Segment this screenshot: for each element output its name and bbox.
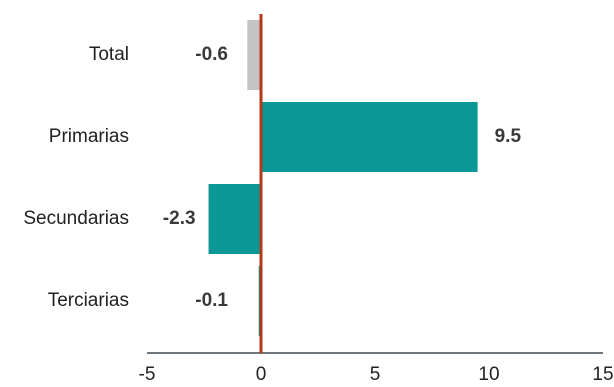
x-tick-label: 10 xyxy=(478,364,499,385)
data-label-total: -0.6 xyxy=(195,44,228,65)
data-label-primarias: 9.5 xyxy=(495,126,522,147)
bars-layer xyxy=(208,20,478,336)
x-tick-label: 0 xyxy=(256,364,267,385)
category-label-secundarias: Secundarias xyxy=(23,208,129,229)
x-tick-label: -5 xyxy=(139,364,156,385)
data-label-terciarias: -0.1 xyxy=(195,290,228,311)
x-axis: -5 0 5 10 15 xyxy=(139,352,614,385)
bar-total xyxy=(247,20,261,90)
category-label-terciarias: Terciarias xyxy=(48,290,129,311)
x-tick-label: 15 xyxy=(592,364,613,385)
bar-primarias xyxy=(261,102,478,172)
category-label-primarias: Primarias xyxy=(49,126,129,147)
x-tick-label: 5 xyxy=(370,364,381,385)
labels-layer: Total -0.6 Primarias 9.5 Secundarias -2.3 Terc… xyxy=(23,44,521,311)
data-label-secundarias: -2.3 xyxy=(163,208,196,229)
category-label-total: Total xyxy=(89,44,129,65)
bar-secundarias xyxy=(208,184,261,254)
